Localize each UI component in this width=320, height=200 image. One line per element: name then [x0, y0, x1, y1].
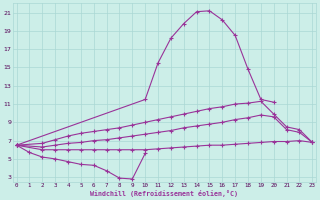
X-axis label: Windchill (Refroidissement éolien,°C): Windchill (Refroidissement éolien,°C) — [91, 190, 238, 197]
